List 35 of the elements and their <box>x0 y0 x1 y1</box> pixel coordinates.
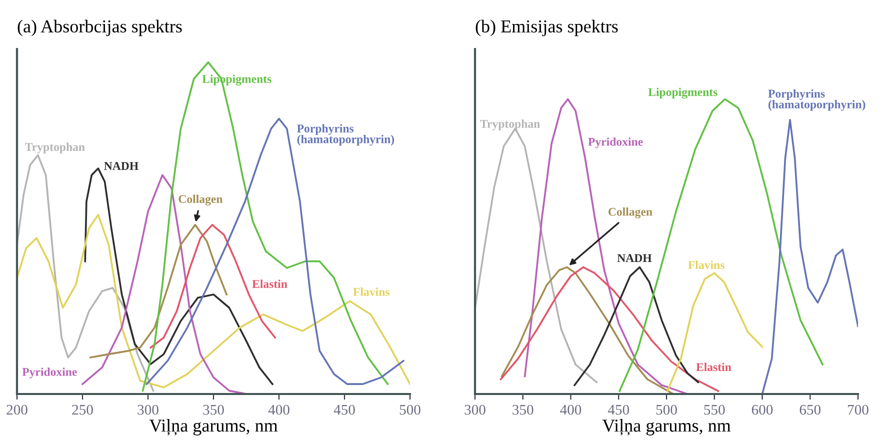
x-axis-title: Viļņa garums, nm <box>149 419 278 436</box>
x-tick-label: 700 <box>848 404 868 415</box>
series-label: Tryptophan <box>25 142 85 154</box>
x-tick-label: 350 <box>203 404 224 415</box>
series-label: Elastin <box>696 362 732 372</box>
series-label: Flavins <box>353 288 390 296</box>
x-tick-label: 650 <box>800 404 821 415</box>
chart-title: (b) Emisijas spektrs <box>476 20 618 36</box>
series-label: Porphyrins (hamatoporphyrin) <box>768 89 866 111</box>
series-label: Pyridoxine <box>588 137 643 148</box>
series-label: Pyridoxine <box>22 368 77 378</box>
x-tick-label: 300 <box>464 404 486 415</box>
series-label: Flavins <box>688 260 724 269</box>
x-tick-label: 450 <box>608 404 630 415</box>
x-tick-label: 400 <box>560 404 582 415</box>
x-tick-label: 500 <box>656 404 677 415</box>
series-label: NADH <box>617 254 652 262</box>
x-tick-label: 350 <box>512 404 534 415</box>
series-label: Lipopigments <box>648 88 718 99</box>
series-label: NADH <box>104 162 138 170</box>
x-tick-label: 250 <box>72 404 93 415</box>
x-tick-label: 600 <box>752 404 773 415</box>
series-label: Tryptophan <box>480 120 540 130</box>
x-tick-label: 200 <box>6 404 28 415</box>
x-tick-label: 450 <box>334 404 355 415</box>
x-tick-label: 300 <box>138 404 158 415</box>
x-axis-title: Viļņa garums, nm <box>602 419 731 436</box>
series-label: Elastin <box>252 280 288 288</box>
text: Collagen <box>178 194 223 206</box>
series-label: Porphyrins (hamatoporphyrin) <box>297 124 394 146</box>
x-tick-label: 400 <box>268 404 290 415</box>
x-tick-label: 500 <box>400 404 420 415</box>
text: Collagen <box>608 207 652 218</box>
chart-title: (a) Absorbcijas spektrs <box>18 20 182 36</box>
x-tick-label: 550 <box>704 404 725 415</box>
